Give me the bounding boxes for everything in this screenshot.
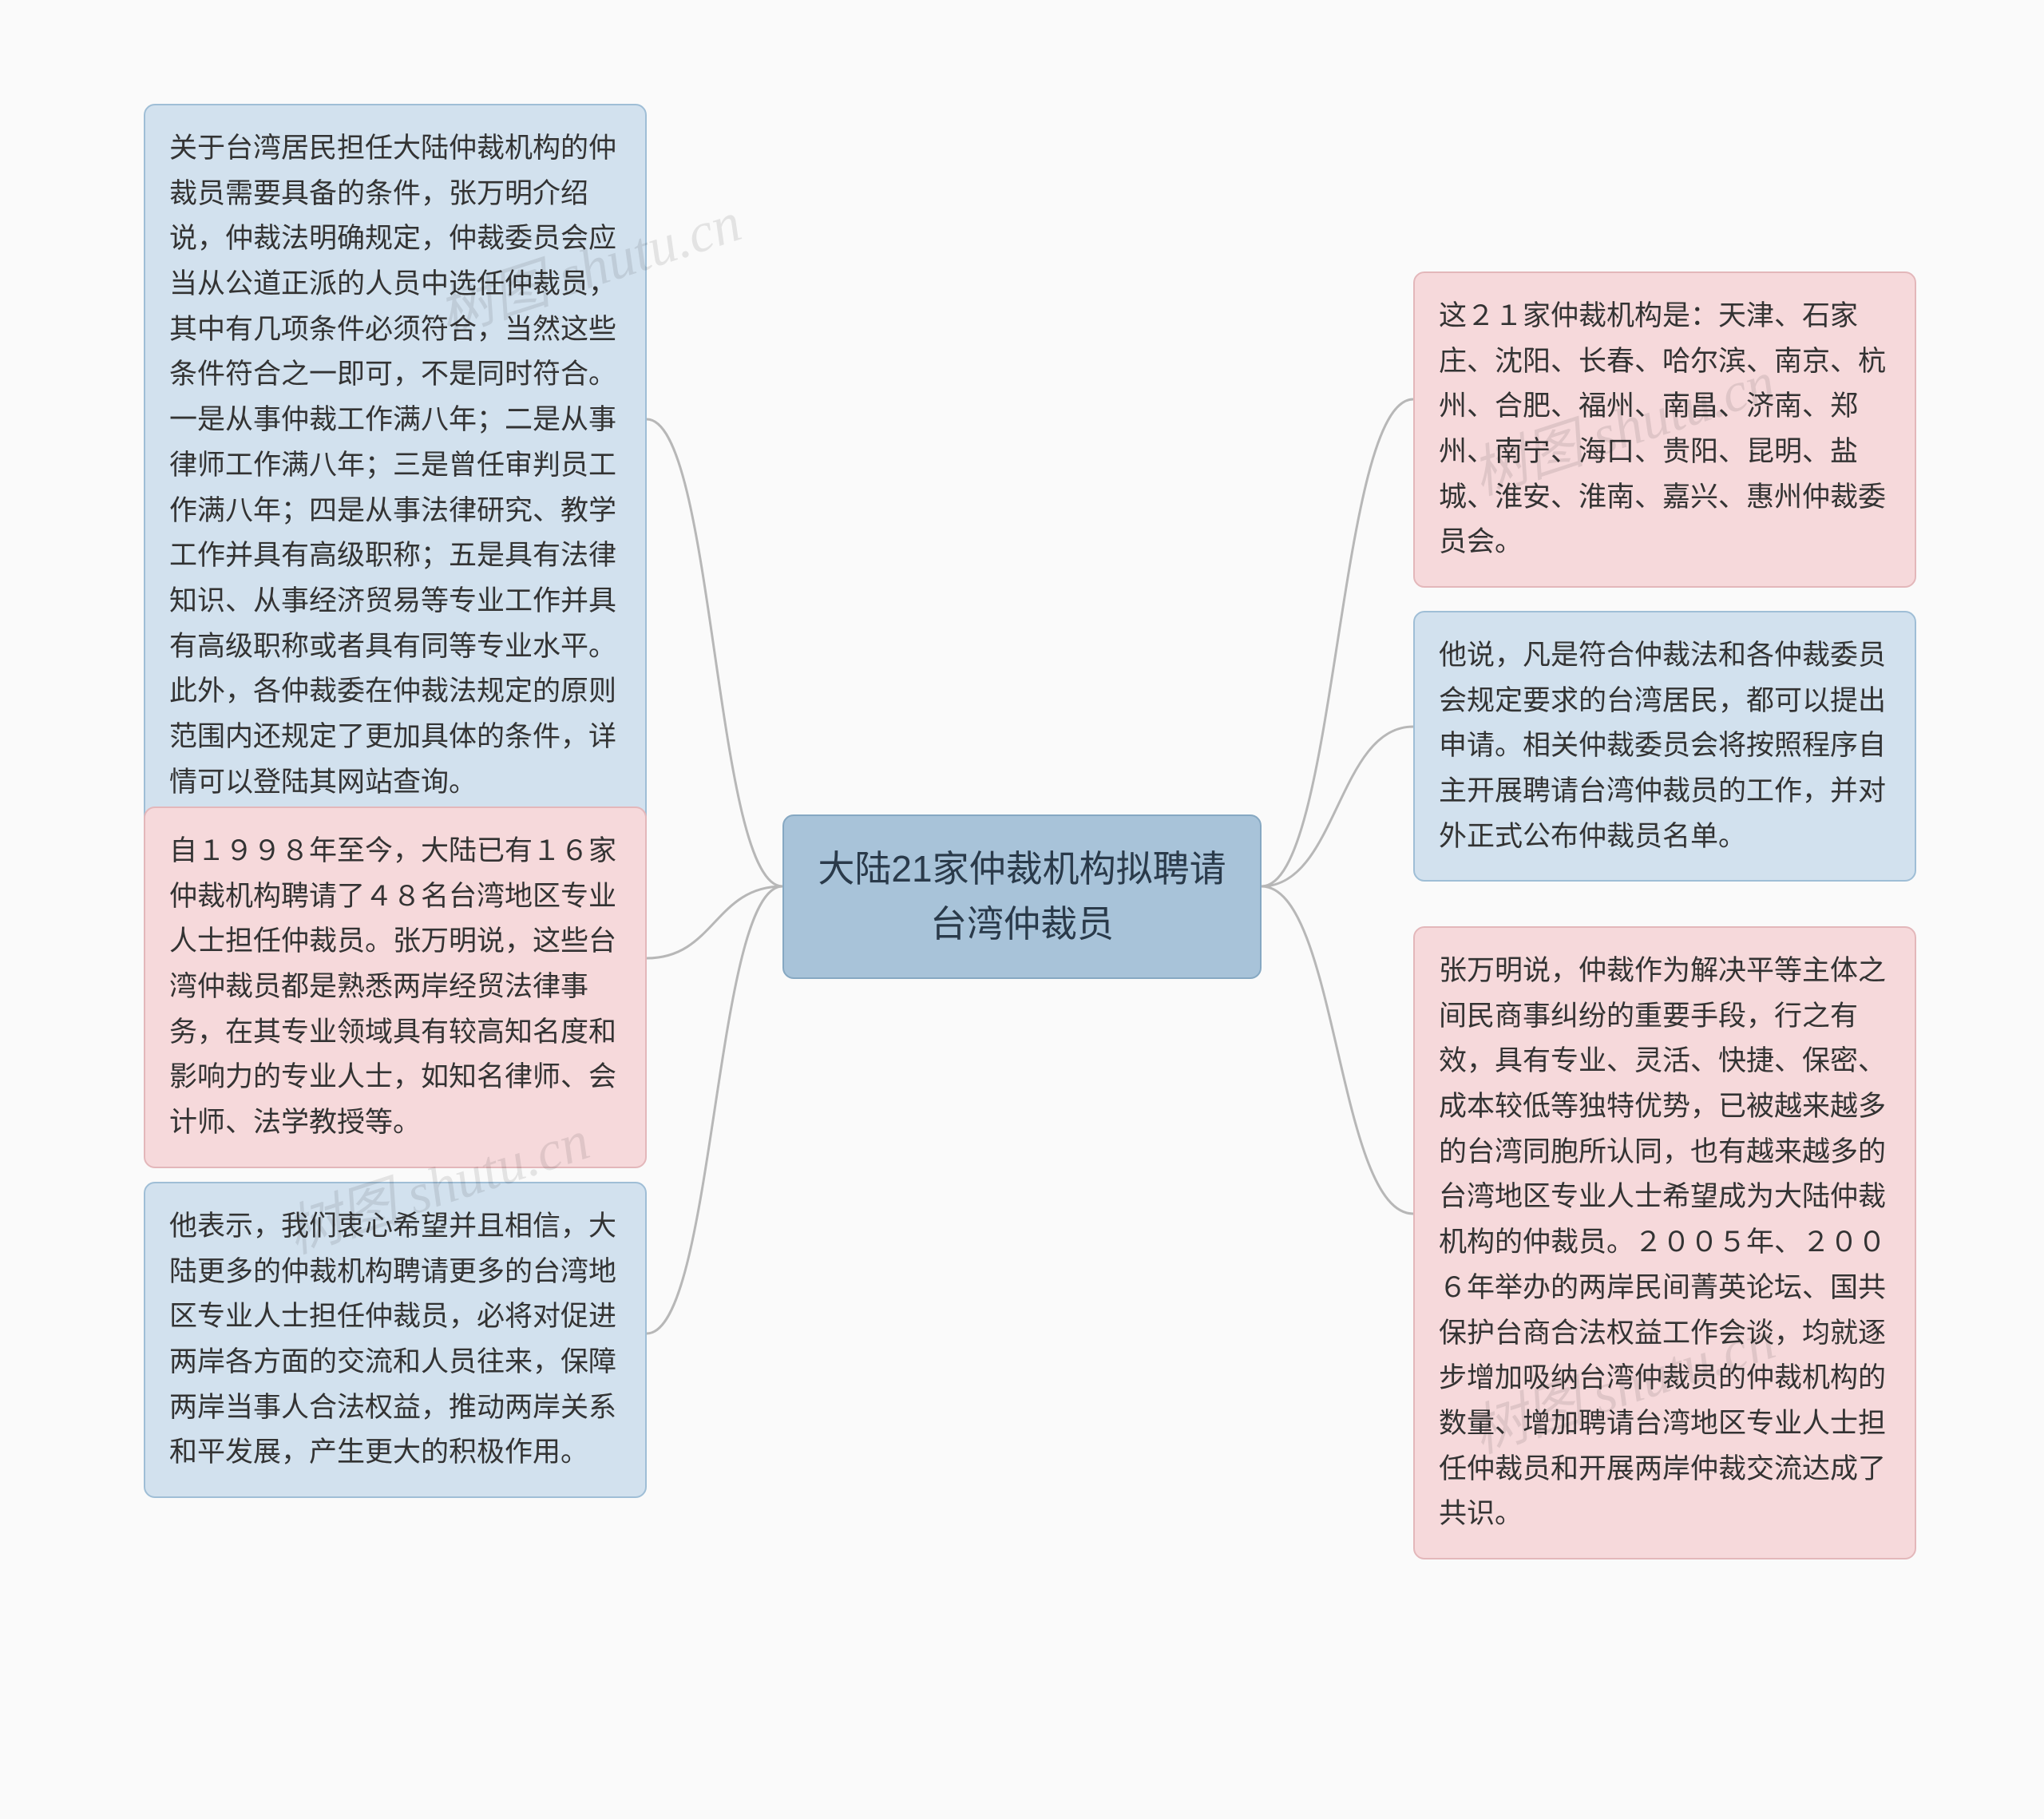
- right-node-3: 张万明说，仲裁作为解决平等主体之间民商事纠纷的重要手段，行之有效，具有专业、灵活…: [1413, 926, 1916, 1559]
- right-node-1: 这２１家仲裁机构是：天津、石家庄、沈阳、长春、哈尔滨、南京、杭州、合肥、福州、南…: [1413, 271, 1916, 588]
- center-node: 大陆21家仲裁机构拟聘请台湾仲裁员: [782, 814, 1262, 979]
- left-node-2: 自１９９８年至今，大陆已有１６家仲裁机构聘请了４８名台湾地区专业人士担任仲裁员。…: [144, 806, 647, 1168]
- mindmap-canvas: 大陆21家仲裁机构拟聘请台湾仲裁员 关于台湾居民担任大陆仲裁机构的仲裁员需要具备…: [0, 0, 2044, 1819]
- left-node-1: 关于台湾居民担任大陆仲裁机构的仲裁员需要具备的条件，张万明介绍说，仲裁法明确规定…: [144, 104, 647, 827]
- right-node-2: 他说，凡是符合仲裁法和各仲裁委员会规定要求的台湾居民，都可以提出申请。相关仲裁委…: [1413, 611, 1916, 882]
- left-node-3: 他表示，我们衷心希望并且相信，大陆更多的仲裁机构聘请更多的台湾地区专业人士担任仲…: [144, 1182, 647, 1498]
